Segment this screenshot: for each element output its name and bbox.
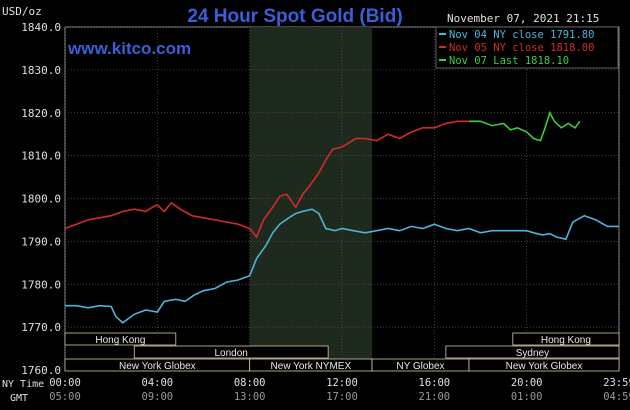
legend-entry-nov05: Nov 05 NY close 1818.00 <box>449 42 594 54</box>
y-axis-label: USD/oz <box>2 5 42 18</box>
x-tick-label-gmt: 21:00 <box>419 391 451 403</box>
session-box <box>445 345 620 359</box>
session-box <box>512 332 620 346</box>
x-tick-label-ny: 00:00 <box>49 377 81 389</box>
x-tick-label-ny: 16:00 <box>419 377 451 389</box>
session-label: New York NYMEX <box>271 361 352 372</box>
ny-time-label: NY Time <box>2 379 44 390</box>
y-tick-label: 1770.0 <box>21 321 61 334</box>
session-box <box>64 332 177 346</box>
session-label: London <box>215 348 248 359</box>
y-axis: 1840.0 1830.0 1820.0 1810.0 1800.0 1790.0 1780… <box>21 21 61 377</box>
price-series <box>64 110 619 324</box>
x-tick-label-gmt: 13:00 <box>234 391 266 403</box>
y-tick-label: 1760.0 <box>21 364 61 377</box>
legend-entry-nov04: Nov 04 NY close 1791.80 <box>449 29 594 41</box>
x-tick-label-ny: 08:00 <box>234 377 266 389</box>
legend-entry-nov07: Nov 07 Last 1818.10 <box>449 55 569 67</box>
x-tick-label-ny: 12:00 <box>326 377 358 389</box>
y-tick-label: 1830.0 <box>21 64 61 77</box>
session-box <box>468 358 620 372</box>
series-line-2 <box>469 110 581 142</box>
x-axis: 00:00 05:00 04:00 09:00 08:00 13:00 12:00 17:00… <box>49 377 630 403</box>
series-line-0 <box>65 208 619 324</box>
legend: Nov 04 NY close 1791.80 Nov 05 NY close … <box>435 26 619 69</box>
session-label: Sydney <box>516 348 549 359</box>
chart-title: 24 Hour Spot Gold (Bid) <box>187 6 402 27</box>
y-tick-label: 1820.0 <box>21 107 61 120</box>
session-label: Hong Kong <box>541 335 591 346</box>
market-sessions: Hong Kong Hong Kong London Sydney New York G… <box>64 332 620 372</box>
nymex-session-highlight <box>249 27 373 370</box>
y-tick-label: 1810.0 <box>21 150 61 163</box>
x-tick-label-gmt: 09:00 <box>142 391 174 403</box>
x-tick-label-gmt: 17:00 <box>326 391 358 403</box>
x-tick-label-ny: 23:59 <box>603 377 630 389</box>
x-tick-label-ny: 04:00 <box>142 377 174 389</box>
x-tick-label-gmt: 05:00 <box>49 391 81 403</box>
session-label: NY Globex <box>396 361 444 372</box>
y-tick-label: 1790.0 <box>21 235 61 248</box>
x-tick-label-gmt: 04:59 <box>603 391 630 403</box>
gmt-label: GMT <box>10 393 28 404</box>
x-tick-label-ny: 20:00 <box>511 377 543 389</box>
session-label: New York Globex <box>506 361 583 372</box>
x-tick-label-gmt: 01:00 <box>511 391 543 403</box>
series-line-1 <box>64 120 469 239</box>
timestamp: November 07, 2021 21:15 <box>447 12 599 25</box>
y-tick-label: 1800.0 <box>21 193 61 206</box>
session-label: Hong Kong <box>95 335 145 346</box>
session-box <box>133 345 329 359</box>
legend-box <box>435 26 619 69</box>
session-label: New York Globex <box>119 361 196 372</box>
website-watermark: www.kitco.com <box>67 39 191 58</box>
y-tick-label: 1780.0 <box>21 278 61 291</box>
y-tick-label: 1840.0 <box>21 21 61 34</box>
